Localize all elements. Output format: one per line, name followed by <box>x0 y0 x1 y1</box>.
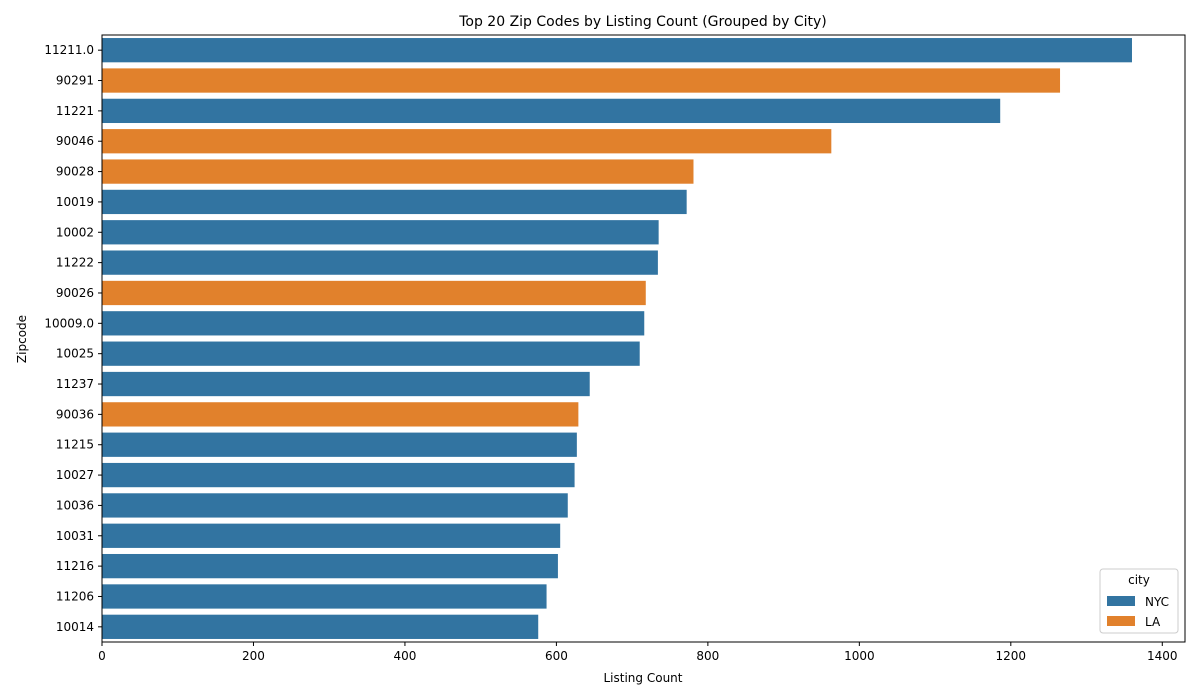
bar-11216 <box>102 553 558 579</box>
chart-title: Top 20 Zip Codes by Listing Count (Group… <box>458 14 827 30</box>
x-tick-label: 200 <box>242 649 265 663</box>
legend-swatch-la <box>1107 616 1135 626</box>
y-tick-label: 90036 <box>56 407 94 421</box>
x-tick-label: 400 <box>393 649 416 663</box>
legend-label-la: LA <box>1145 615 1161 629</box>
bar-11206 <box>102 584 547 609</box>
x-tick-label: 1200 <box>996 649 1027 663</box>
bar-11222 <box>102 250 658 275</box>
y-axis-label: Zipcode <box>15 315 29 363</box>
bar-90291 <box>102 68 1061 93</box>
x-axis-label: Listing Count <box>604 671 683 685</box>
bar-10036 <box>102 493 568 518</box>
bar-11215 <box>102 432 577 457</box>
bar-10009-0 <box>102 311 645 336</box>
bar-11211-0 <box>102 38 1132 63</box>
y-tick-label: 10036 <box>56 498 94 512</box>
legend-title: city <box>1128 573 1150 587</box>
bar-11221 <box>102 98 1001 124</box>
bar-10019 <box>102 189 687 215</box>
y-tick-label: 90046 <box>56 134 94 148</box>
y-tick-label: 11215 <box>56 438 94 452</box>
legend: city NYC LA <box>1099 568 1179 634</box>
bar-90046 <box>102 129 832 154</box>
bar-90036 <box>102 402 579 427</box>
bar-10014 <box>102 614 539 639</box>
bar-10027 <box>102 462 575 488</box>
x-tick-label: 0 <box>98 649 106 663</box>
bar-10002 <box>102 220 659 245</box>
y-tick-label: 10027 <box>56 468 94 482</box>
legend-swatch-nyc <box>1107 596 1135 606</box>
y-tick-label: 11206 <box>56 589 94 603</box>
x-tick-label: 800 <box>696 649 719 663</box>
y-tick-label: 10009.0 <box>44 316 94 330</box>
y-tick-label: 11216 <box>56 559 94 573</box>
x-tick-label: 1000 <box>844 649 875 663</box>
plot-frame <box>101 34 1186 643</box>
y-tick-label: 10019 <box>56 195 94 209</box>
y-tick-label: 10025 <box>56 347 94 361</box>
y-tick-label: 11221 <box>56 104 94 118</box>
y-tick-label: 10002 <box>56 225 94 239</box>
y-tick-label: 10014 <box>56 620 94 634</box>
y-tick-label: 11211.0 <box>44 43 94 57</box>
bar-90026 <box>102 280 646 306</box>
bars-layer <box>102 38 1132 639</box>
bar-10025 <box>102 341 640 366</box>
bar-90028 <box>102 159 694 184</box>
y-tick-label: 10031 <box>56 529 94 543</box>
legend-label-nyc: NYC <box>1145 595 1169 609</box>
y-tick-label: 90026 <box>56 286 94 300</box>
y-tick-label: 11237 <box>56 377 94 391</box>
x-tick-label: 1400 <box>1147 649 1178 663</box>
y-tick-label: 90028 <box>56 165 94 179</box>
bar-11237 <box>102 371 590 397</box>
axes-layer: 0 200 400 600 800 1000 1200 1400 11211.0 90291 112… <box>44 34 1186 663</box>
y-tick-label: 11222 <box>56 256 94 270</box>
bar-10031 <box>102 523 561 548</box>
y-tick-label: 90291 <box>56 74 94 88</box>
x-tick-label: 600 <box>545 649 568 663</box>
